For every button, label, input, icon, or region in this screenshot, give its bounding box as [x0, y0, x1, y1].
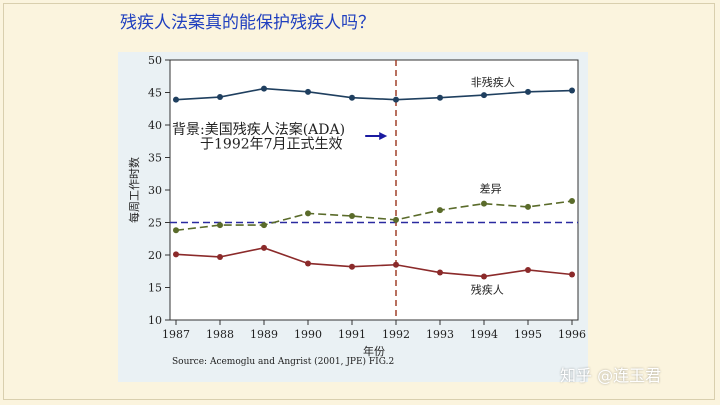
source-note: Source: Acemoglu and Angrist (2001, JPE)…	[172, 356, 394, 367]
series-label: 残疾人	[471, 282, 504, 296]
slide-title: 残疾人法案真的能保护残疾人吗？	[120, 13, 375, 33]
data-point	[393, 96, 399, 103]
series-line	[175, 87, 573, 101]
data-point	[261, 222, 267, 229]
line-chart: 10 15 20 25 30 35 40 45 50 1987 1988 1989 1990 1991 19…	[127, 54, 586, 367]
plot-area	[169, 59, 579, 321]
y-tick-label: 35	[148, 152, 162, 165]
x-tick-label: 1991	[338, 328, 366, 341]
data-point	[481, 273, 487, 280]
x-tick-label: 1988	[206, 328, 234, 341]
data-point	[261, 244, 267, 251]
chart-panel: 10 15 20 25 30 35 40 45 50 1987 1988 1989 1990 1991 19…	[118, 52, 588, 382]
data-point	[481, 200, 487, 207]
data-point	[525, 88, 531, 95]
data-point	[569, 198, 575, 205]
data-point	[217, 222, 223, 229]
data-point	[349, 94, 355, 101]
data-point	[349, 213, 355, 219]
y-axis-label: 每周工作时数	[127, 157, 141, 223]
data-point	[525, 203, 531, 210]
watermark: 知乎 @连玉君	[560, 366, 662, 385]
data-point	[173, 96, 179, 103]
y-tick-label: 40	[148, 119, 162, 132]
annotation-line-1: 背景:美国残疾人法案(ADA)	[172, 121, 345, 138]
x-tick-label: 1989	[250, 328, 278, 341]
data-point	[349, 263, 355, 270]
series-label: 非残疾人	[471, 75, 515, 89]
y-tick-label: 50	[148, 54, 162, 67]
data-point	[569, 271, 575, 278]
series-label: 差异	[480, 181, 502, 195]
y-tick-label: 45	[148, 87, 162, 100]
data-point	[305, 260, 311, 267]
y-tick-label: 20	[148, 249, 162, 262]
data-point	[261, 85, 267, 92]
x-tick-label: 1994	[470, 328, 498, 341]
data-point	[305, 210, 311, 217]
data-point	[437, 94, 443, 101]
data-point	[305, 88, 311, 95]
data-point	[393, 216, 399, 223]
data-point	[525, 266, 531, 273]
series-line	[175, 200, 573, 232]
y-tick-label: 30	[148, 184, 162, 197]
data-point	[217, 253, 223, 260]
data-point	[173, 227, 179, 234]
x-axis-label: 年份	[363, 344, 385, 358]
x-tick-label: 1990	[294, 328, 322, 341]
annotation-line-2: 于1992年7月正式生效	[200, 136, 343, 152]
y-tick-label: 15	[148, 282, 162, 295]
x-tick-label: 1993	[426, 328, 454, 341]
data-point	[437, 269, 443, 276]
x-tick-label: 1996	[558, 328, 586, 341]
x-tick-label: 1992	[382, 328, 410, 341]
data-point	[437, 207, 443, 214]
data-point	[569, 87, 575, 94]
y-tick-label: 25	[148, 217, 162, 230]
annotation-arrowhead	[379, 132, 388, 141]
data-point	[481, 92, 487, 99]
data-point	[173, 251, 179, 258]
x-tick-label: 1987	[162, 328, 190, 341]
series-line	[175, 247, 573, 278]
y-tick-label: 10	[148, 314, 162, 327]
data-point	[217, 94, 223, 101]
slide-frame	[3, 3, 715, 400]
data-point	[393, 261, 399, 268]
x-tick-label: 1995	[514, 328, 542, 341]
